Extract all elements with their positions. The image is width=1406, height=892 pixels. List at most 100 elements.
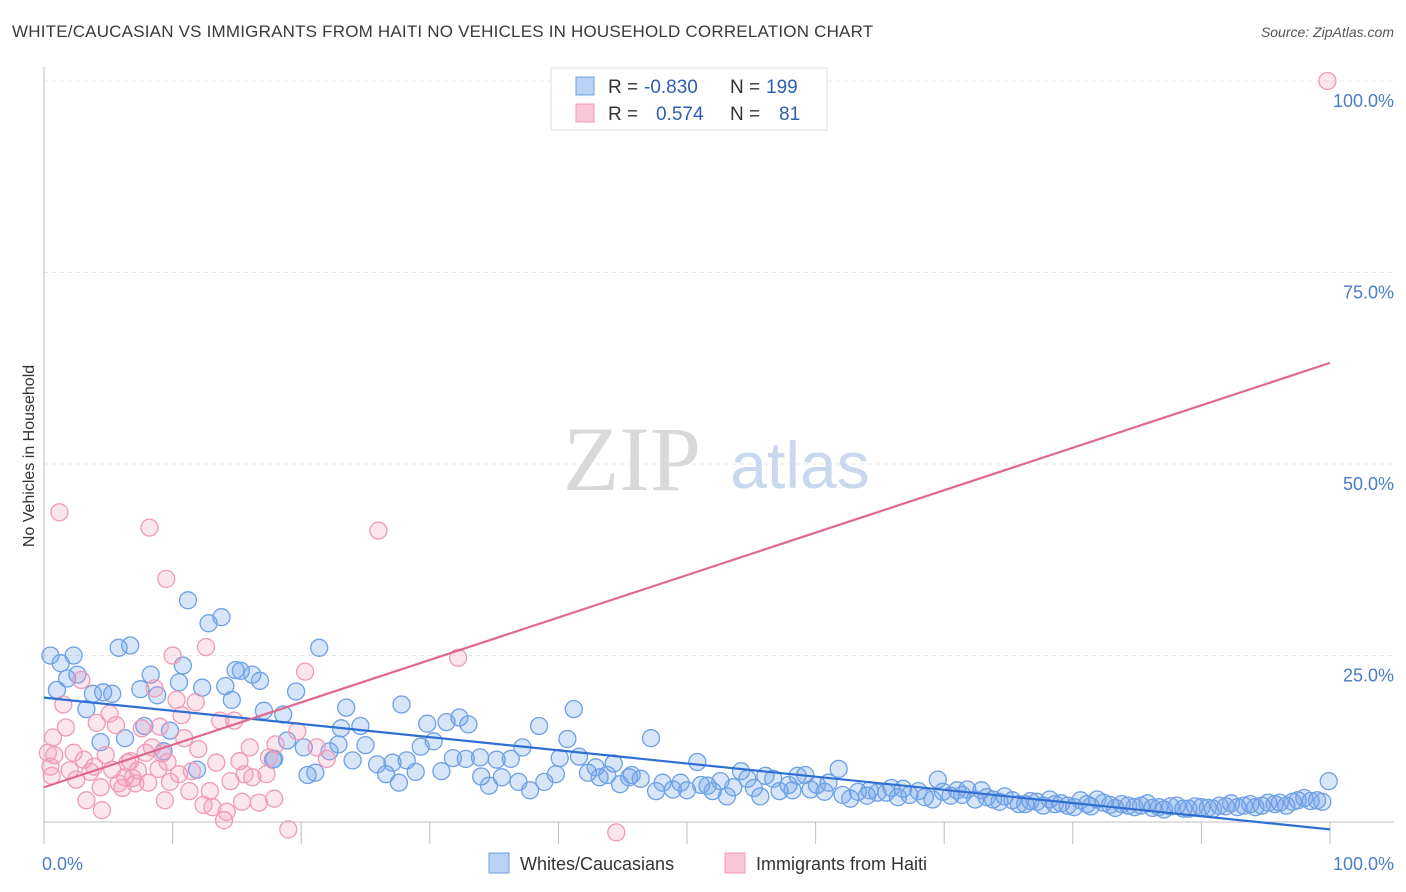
- point-haiti: [307, 738, 326, 757]
- top-legend: R = -0.830 N = 199 R = 0.574 N = 81: [550, 67, 828, 131]
- point-whites: [250, 671, 270, 690]
- point-haiti: [317, 749, 337, 769]
- point-whites: [389, 773, 409, 792]
- point-whites: [121, 636, 140, 655]
- legend-r-value-blue: -0.830: [644, 77, 698, 98]
- point-whites: [520, 781, 540, 800]
- legend-n-label-blue: N =: [730, 77, 760, 98]
- point-haiti: [140, 518, 159, 537]
- y-tick-label: 50.0%: [1343, 474, 1394, 494]
- point-whites: [178, 591, 198, 610]
- trend-lines: [43, 361, 1331, 831]
- y-tick-labels: 100.0% 75.0% 50.0% 25.0%: [1333, 91, 1394, 686]
- y-tick-label: 100.0%: [1333, 91, 1394, 111]
- point-whites: [169, 673, 189, 692]
- point-haiti: [232, 792, 252, 811]
- point-whites: [848, 782, 868, 801]
- point-haiti: [87, 713, 106, 733]
- point-whites: [598, 765, 617, 785]
- point-whites: [717, 787, 737, 806]
- point-whites: [286, 682, 306, 701]
- bottom-legend-swatch-blue: [488, 852, 510, 874]
- point-whites: [231, 661, 250, 680]
- point-whites: [1234, 796, 1253, 815]
- chart-title: WHITE/CAUCASIAN VS IMMIGRANTS FROM HAITI…: [12, 22, 874, 41]
- point-haiti: [186, 693, 205, 712]
- point-whites: [459, 715, 478, 734]
- point-haiti: [92, 801, 112, 820]
- point-whites: [329, 735, 348, 754]
- point-whites: [1009, 794, 1028, 814]
- point-whites: [691, 775, 711, 795]
- legend-n-label-pink: N =: [730, 104, 760, 125]
- point-haiti: [142, 738, 162, 757]
- top-legend-swatch-pink: [575, 103, 595, 123]
- point-haiti: [207, 753, 226, 772]
- point-haiti: [41, 757, 60, 776]
- point-whites: [965, 790, 985, 809]
- point-whites: [479, 776, 499, 795]
- point-haiti: [64, 743, 83, 762]
- point-whites: [564, 699, 583, 719]
- point-haiti: [295, 662, 315, 681]
- axes: [43, 67, 1394, 844]
- legend-r-label-pink: R =: [608, 104, 638, 125]
- point-whites: [77, 699, 96, 719]
- point-whites: [376, 765, 396, 784]
- point-whites: [1210, 796, 1229, 815]
- watermark-atlas: atlas: [730, 428, 869, 502]
- point-whites: [456, 749, 475, 769]
- legend-n-value-blue: 199: [766, 77, 798, 98]
- point-whites: [103, 684, 122, 703]
- point-haiti: [279, 820, 298, 839]
- point-haiti: [45, 745, 64, 765]
- point-whites: [815, 782, 834, 801]
- point-whites: [1016, 794, 1035, 814]
- point-haiti: [196, 637, 216, 657]
- point-whites: [306, 763, 325, 782]
- point-whites: [310, 638, 329, 657]
- point-whites: [677, 781, 697, 800]
- series-haiti-points: [38, 71, 1337, 842]
- point-haiti: [448, 648, 468, 667]
- point-haiti: [180, 781, 199, 801]
- point-whites: [724, 778, 743, 797]
- point-whites: [558, 729, 577, 749]
- point-haiti: [200, 781, 220, 801]
- point-haiti: [155, 791, 175, 810]
- point-whites: [135, 716, 154, 736]
- point-haiti: [203, 798, 222, 817]
- point-whites: [688, 752, 707, 772]
- trend-line-haiti: [43, 361, 1331, 789]
- point-haiti: [145, 679, 164, 698]
- point-haiti: [243, 768, 262, 787]
- point-whites: [64, 646, 83, 665]
- point-whites: [406, 762, 425, 782]
- point-whites: [770, 781, 789, 801]
- point-haiti: [77, 791, 96, 810]
- point-haiti: [607, 823, 626, 842]
- top-legend-box: [550, 67, 828, 131]
- point-whites: [131, 680, 150, 699]
- point-haiti: [240, 738, 259, 757]
- point-whites: [141, 665, 160, 684]
- point-haiti: [139, 773, 158, 792]
- point-whites: [622, 765, 641, 785]
- point-whites: [356, 735, 375, 755]
- point-whites: [703, 781, 722, 801]
- point-whites: [641, 729, 661, 748]
- point-haiti: [172, 706, 191, 725]
- legend-r-value-pink: 0.574: [656, 104, 704, 125]
- point-whites: [277, 731, 297, 750]
- point-haiti: [266, 735, 285, 754]
- point-whites: [57, 669, 77, 688]
- point-haiti: [43, 728, 63, 747]
- point-haiti: [1318, 71, 1337, 91]
- point-whites: [1241, 794, 1260, 814]
- point-whites: [470, 748, 490, 767]
- bottom-legend: Whites/Caucasians Immigrants from Haiti: [488, 852, 927, 874]
- point-haiti: [157, 569, 176, 589]
- point-haiti: [128, 761, 148, 780]
- y-tick-label: 25.0%: [1343, 666, 1394, 686]
- point-whites: [619, 768, 639, 787]
